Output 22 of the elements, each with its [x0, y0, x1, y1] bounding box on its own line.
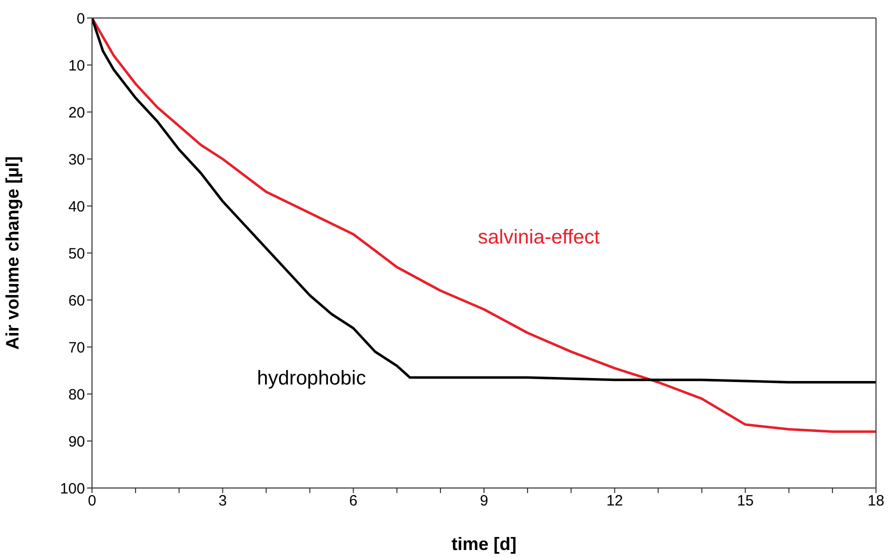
y-tick-label: 60	[68, 292, 85, 310]
x-tick-label: 18	[868, 492, 884, 510]
y-tick-label: 70	[68, 339, 85, 356]
y-tick-label: 10	[68, 57, 85, 74]
y-tick-label: 100	[60, 480, 85, 498]
y-tick-label: 80	[68, 386, 85, 404]
text: salvinia-effect	[478, 226, 600, 249]
y-tick-label: 50	[68, 245, 85, 262]
y-tick-label: 20	[68, 104, 85, 122]
x-axis-title: time [d]	[452, 534, 516, 554]
y-axis-title: Air volume change [µl]	[2, 156, 22, 350]
y-tick-label: 30	[68, 151, 85, 168]
x-tick-label: 12	[606, 492, 624, 510]
y-tick-label: 40	[68, 198, 85, 216]
x-tick-label: 9	[480, 492, 488, 510]
x-tick-label: 15	[736, 492, 754, 510]
x-tick-label: 3	[218, 492, 227, 510]
series-label: hydrophobic	[257, 368, 366, 390]
y-tick-label: 0	[76, 10, 85, 28]
x-tick-label: 0	[88, 492, 96, 510]
x-tick-label: 6	[349, 492, 358, 510]
y-tick-label: 90	[68, 433, 85, 450]
